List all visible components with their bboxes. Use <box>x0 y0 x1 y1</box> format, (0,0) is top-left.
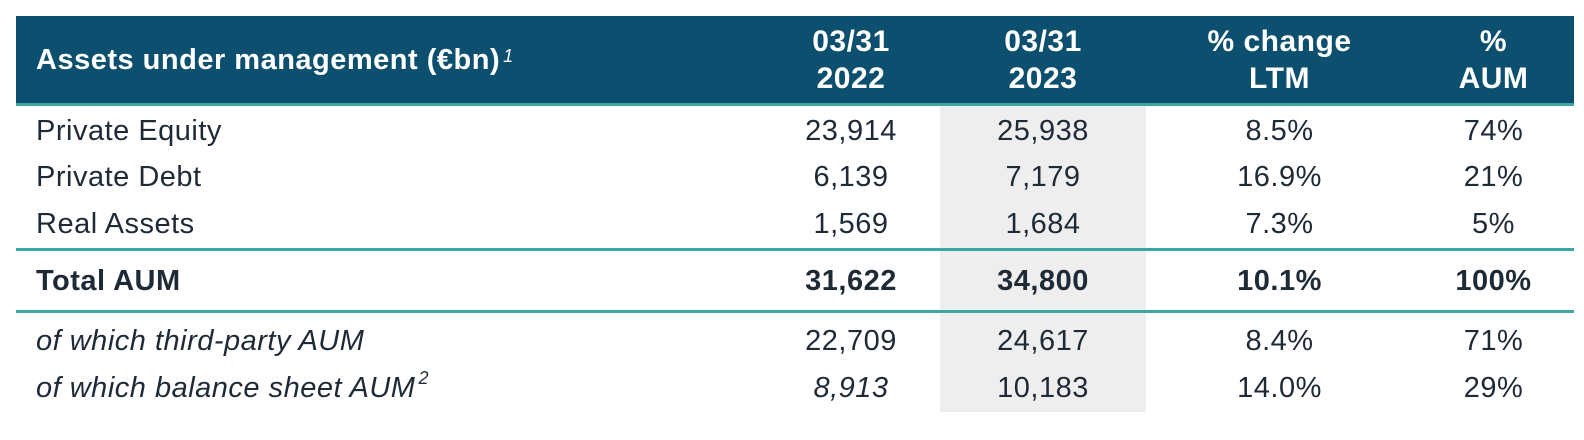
row-footnote: 2 <box>418 368 429 388</box>
cell-2023: 24,617 <box>940 311 1146 365</box>
header-col-2023-line2: 2023 <box>1008 62 1078 96</box>
cell-aum: 21% <box>1463 161 1524 193</box>
cell-change: 14.0% <box>1237 372 1322 404</box>
row-label: of which third-party AUM <box>36 325 365 358</box>
cell-aum: 71% <box>1463 325 1524 358</box>
header-col-change-line1: % change <box>1207 25 1352 59</box>
cell-aum: 29% <box>1463 372 1524 404</box>
cell-2022: 8,913 <box>813 372 889 404</box>
table-row-balance-sheet: of which balance sheet AUM 2 8,913 10,183… <box>16 365 1574 412</box>
header-col-change: % change LTM <box>1146 16 1413 106</box>
cell-aum: 5% <box>1413 201 1574 251</box>
header-col-2022: 03/31 2022 <box>762 16 940 106</box>
header-col-2022-line1: 03/31 <box>812 25 890 59</box>
row-label: Private Equity <box>36 114 222 147</box>
header-col-2022-line2: 2022 <box>816 62 886 96</box>
row-label: of which balance sheet AUM 2 <box>16 365 762 412</box>
table-header-row: Assets under management (€bn) 1 03/31 202… <box>16 16 1574 106</box>
aum-table-container: Assets under management (€bn) 1 03/31 202… <box>16 16 1574 412</box>
header-col-aum-line2: AUM <box>1458 62 1529 96</box>
header-label-text: Assets under management (€bn) <box>36 43 501 76</box>
cell-aum: 74% <box>1463 114 1524 147</box>
header-col-aum: % AUM <box>1413 16 1574 106</box>
total-2022: 31,622 <box>762 249 940 313</box>
table-row-real-assets: Real Assets 1,569 1,684 7.3% 5% <box>16 201 1574 251</box>
total-label: Total AUM <box>16 249 762 313</box>
cell-2022: 22,709 <box>805 325 897 358</box>
cell-change: 16.9% <box>1237 161 1322 193</box>
cell-2023: 7,179 <box>940 154 1146 201</box>
cell-2022: 23,914 <box>805 114 897 147</box>
cell-change: 8.5% <box>1245 114 1314 147</box>
cell-2023: 25,938 <box>940 104 1146 154</box>
row-label: Private Debt <box>36 161 202 193</box>
row-label-text: of which balance sheet AUM <box>36 372 416 404</box>
total-aum: 100% <box>1413 249 1574 313</box>
cell-change: 8.4% <box>1245 325 1314 358</box>
header-col-2023-line1: 03/31 <box>1004 25 1082 59</box>
total-2023: 34,800 <box>940 249 1146 313</box>
cell-2023: 1,684 <box>940 201 1146 251</box>
cell-2022: 6,139 <box>813 161 889 193</box>
table-row-private-equity: Private Equity 23,914 25,938 8.5% 74% <box>16 104 1574 154</box>
table-row-third-party: of which third-party AUM 22,709 24,617 8… <box>16 311 1574 365</box>
header-col-change-line2: LTM <box>1249 62 1310 96</box>
cell-2022: 1,569 <box>762 201 940 251</box>
table-row-private-debt: Private Debt 6,139 7,179 16.9% 21% <box>16 154 1574 201</box>
table-row-total: Total AUM 31,622 34,800 10.1% 100% <box>16 249 1574 313</box>
header-col-aum-line1: % <box>1479 25 1508 59</box>
header-label: Assets under management (€bn) 1 <box>16 16 762 106</box>
header-footnote: 1 <box>503 45 514 66</box>
cell-change: 7.3% <box>1146 201 1413 251</box>
total-change: 10.1% <box>1146 249 1413 313</box>
cell-2023: 10,183 <box>940 365 1146 412</box>
row-label: Real Assets <box>16 201 762 251</box>
aum-table: Assets under management (€bn) 1 03/31 202… <box>16 16 1574 412</box>
header-col-2023: 03/31 2023 <box>940 16 1146 106</box>
